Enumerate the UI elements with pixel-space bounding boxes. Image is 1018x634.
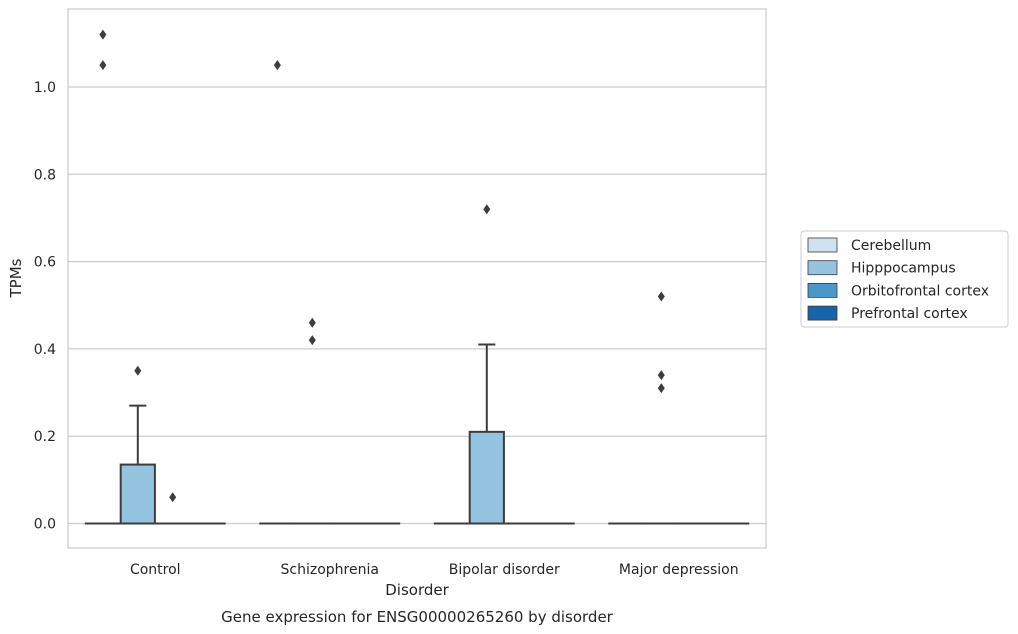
box-orbitofrontal-cortex [154, 492, 191, 525]
outlier-point [308, 335, 316, 346]
y-tick-label: 1.0 [34, 80, 56, 96]
outlier-point [99, 29, 107, 40]
x-tick-label: Major depression [619, 562, 739, 578]
y-tick-label: 0.2 [34, 429, 56, 445]
box-body [468, 430, 505, 525]
outlier-point [657, 370, 665, 381]
legend-swatch [807, 260, 838, 276]
y-axis-label: TPMs [7, 258, 25, 298]
x-axis-ticks: Control Schizophrenia Bipolar disorder Majo… [130, 562, 739, 578]
boxes [84, 29, 750, 525]
outlier-point [273, 60, 281, 71]
box-hipppocampus [468, 204, 505, 525]
outlier-point [169, 492, 177, 503]
box-cerebellum [84, 29, 122, 525]
box-hipppocampus [643, 291, 680, 525]
legend-label: Orbitofrontal cortex [851, 283, 989, 299]
x-axis-label: Disorder [385, 581, 449, 599]
plot-frame [67, 8, 767, 549]
legend-frame [800, 230, 1009, 328]
y-tick-label: 0.8 [34, 167, 56, 183]
box-cerebellum [259, 60, 296, 525]
legend-swatch [807, 282, 838, 298]
x-tick-label: Control [130, 562, 181, 578]
chart-caption: Gene expression for ENSG00000265260 by d… [221, 608, 614, 626]
x-tick-label: Bipolar disorder [449, 562, 560, 578]
outlier-point [657, 383, 665, 394]
outlier-point [308, 317, 316, 328]
outlier-point [134, 365, 142, 376]
outlier-point [483, 204, 491, 215]
y-tick-label: 0.4 [34, 342, 56, 358]
box-hipppocampus [119, 365, 156, 525]
y-tick-label: 0.6 [34, 255, 56, 271]
legend-label: Hipppocampus [851, 261, 956, 277]
box-body [119, 463, 156, 525]
box-hipppocampus [294, 317, 331, 525]
y-axis-ticks: 0.0 0.2 0.4 0.6 0.8 1.0 [34, 80, 56, 533]
y-tick-label: 0.0 [34, 517, 56, 533]
legend-label: Cerebellum [851, 238, 931, 254]
outlier-point [657, 291, 665, 302]
legend-swatch [807, 237, 838, 253]
x-tick-label: Schizophrenia [281, 562, 379, 578]
gridlines [68, 86, 766, 525]
outlier-point [99, 60, 107, 71]
legend-label: Prefrontal cortex [851, 306, 968, 322]
legend-swatch [807, 305, 838, 321]
legend: Cerebellum Hipppocampus Orbitofrontal cort… [800, 230, 1009, 328]
